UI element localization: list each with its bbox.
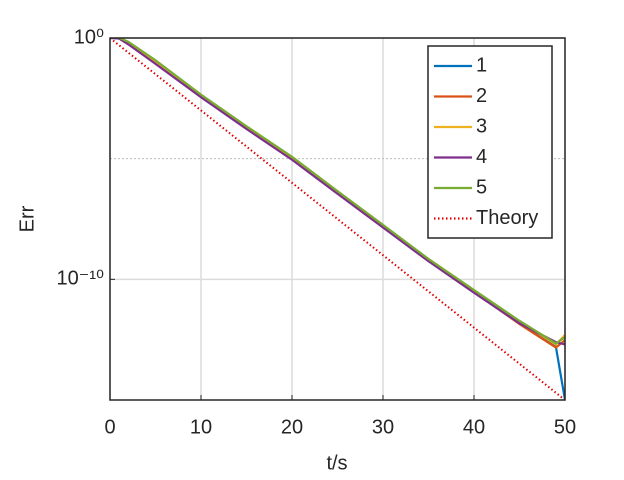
legend-label: 4 xyxy=(476,146,487,168)
legend-label: 2 xyxy=(476,85,487,107)
series-line xyxy=(110,38,565,400)
axes-box xyxy=(109,37,566,401)
x-tick-label: 50 xyxy=(554,416,576,438)
x-tick-label: 20 xyxy=(281,416,303,438)
legend-label: 3 xyxy=(476,115,487,137)
legend-label: 5 xyxy=(476,176,487,198)
y-tick-label: 10⁰ xyxy=(74,26,104,48)
series-line xyxy=(110,38,565,346)
y-axis-label: Err xyxy=(16,205,38,232)
x-tick-label: 30 xyxy=(372,416,394,438)
series-group xyxy=(110,38,565,400)
y-tick-label: 10⁻¹⁰ xyxy=(57,268,104,290)
legend-label: Theory xyxy=(476,207,538,229)
legend-label: 1 xyxy=(476,54,487,76)
x-axis-label: t/s xyxy=(326,452,347,474)
legend-box xyxy=(427,45,553,239)
x-tick-label: 40 xyxy=(463,416,485,438)
series-line xyxy=(110,38,565,345)
x-tick-label: 10 xyxy=(190,416,212,438)
x-tick-label: 0 xyxy=(104,416,115,438)
